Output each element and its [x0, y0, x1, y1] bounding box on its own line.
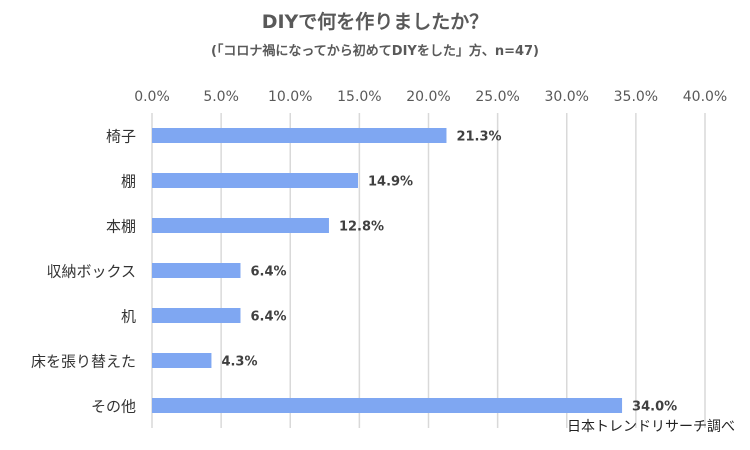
data-label: 12.8% — [339, 220, 384, 235]
chart-title: DIYで何を作りましたか？ — [262, 10, 489, 33]
x-tick-label: 0.0% — [134, 89, 170, 105]
category-label: 椅子 — [106, 128, 136, 146]
x-tick-label: 5.0% — [203, 89, 239, 105]
category-label: 机 — [121, 308, 136, 326]
bar — [152, 353, 212, 368]
source-note: 日本トレンドリサーチ調べ — [567, 419, 735, 435]
data-labels: 21.3% 14.9% 12.8% 6.4% 6.4% 4.3% 34.0% — [221, 130, 677, 415]
category-label: 棚 — [121, 173, 136, 191]
data-label: 34.0% — [632, 400, 677, 415]
category-label: 収納ボックス — [46, 263, 136, 281]
x-tick-label: 10.0% — [268, 89, 312, 105]
bar — [152, 173, 358, 188]
category-label: 床を張り替えた — [31, 353, 136, 371]
bar — [152, 218, 329, 233]
chart-subtitle: (「コロナ禍になってから初めてDIYをした」方、n=47) — [211, 43, 539, 59]
x-tick-label: 35.0% — [614, 89, 658, 105]
data-label: 6.4% — [250, 265, 286, 280]
category-label: その他 — [91, 398, 136, 416]
x-tick-label: 25.0% — [475, 89, 519, 105]
bar — [152, 308, 241, 323]
bars — [152, 128, 623, 413]
bar — [152, 263, 241, 278]
data-label: 14.9% — [368, 175, 413, 190]
data-label: 6.4% — [250, 310, 286, 325]
bar — [152, 128, 447, 143]
x-tick-label: 20.0% — [406, 89, 450, 105]
bar — [152, 398, 623, 413]
x-tick-label: 30.0% — [545, 89, 589, 105]
data-label: 21.3% — [456, 130, 501, 145]
x-tick-label: 40.0% — [683, 89, 727, 105]
gridlines — [151, 113, 706, 428]
x-axis-ticks: 0.0% 5.0% 10.0% 15.0% 20.0% 25.0% 30.0% 35.0% 40… — [134, 89, 727, 105]
data-label: 4.3% — [221, 355, 257, 370]
category-label: 本棚 — [106, 218, 136, 236]
x-tick-label: 15.0% — [337, 89, 381, 105]
